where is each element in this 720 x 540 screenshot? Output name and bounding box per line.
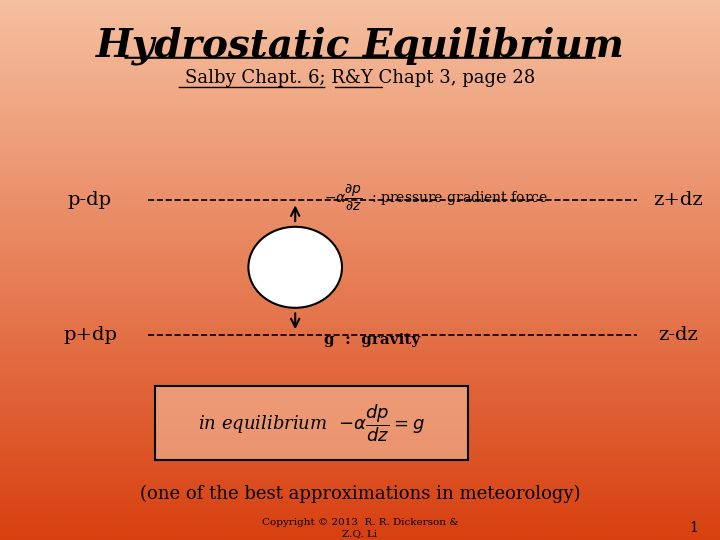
Text: g  :  gravity: g : gravity xyxy=(324,333,420,347)
Text: Salby Chapt. 6; R&Y Chapt 3, page 28: Salby Chapt. 6; R&Y Chapt 3, page 28 xyxy=(185,69,535,87)
Text: Copyright © 2013  R. R. Dickerson &
Z.Q. Li: Copyright © 2013 R. R. Dickerson & Z.Q. … xyxy=(262,518,458,538)
Text: z+dz: z+dz xyxy=(653,191,703,209)
Text: (one of the best approximations in meteorology): (one of the best approximations in meteo… xyxy=(140,485,580,503)
Text: p-dp: p-dp xyxy=(68,191,112,209)
Text: $-\alpha \dfrac{\partial p}{\partial z}$  : pressure gradient force: $-\alpha \dfrac{\partial p}{\partial z}$… xyxy=(324,181,548,213)
Text: in equilibrium  $-\alpha \dfrac{dp}{dz} = g$: in equilibrium $-\alpha \dfrac{dp}{dz} =… xyxy=(198,402,425,444)
Text: p+dp: p+dp xyxy=(63,326,117,344)
FancyBboxPatch shape xyxy=(155,386,468,460)
Ellipse shape xyxy=(248,227,342,308)
Text: z-dz: z-dz xyxy=(658,326,698,344)
Text: 1: 1 xyxy=(690,521,698,535)
Text: Hydrostatic Equilibrium: Hydrostatic Equilibrium xyxy=(96,26,624,65)
